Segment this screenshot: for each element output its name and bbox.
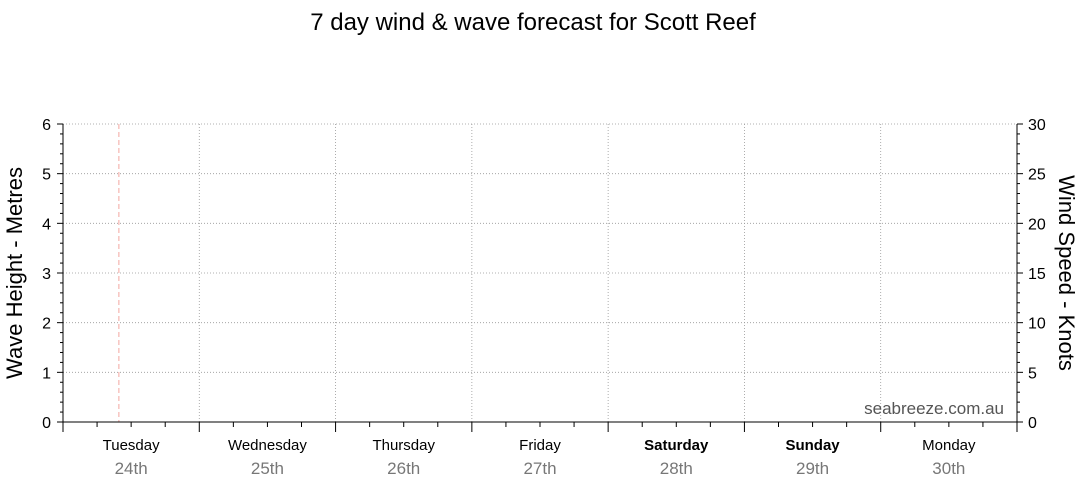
x-day-label: Friday	[519, 437, 561, 454]
x-day-label: Saturday	[644, 437, 709, 454]
x-day-label: Tuesday	[103, 437, 160, 454]
y-right-tick-label: 5	[1028, 365, 1037, 382]
x-date-label: 24th	[115, 459, 148, 478]
y-left-tick-label: 0	[42, 415, 51, 432]
y-left-tick-label: 2	[42, 316, 51, 333]
x-date-label: 29th	[796, 459, 829, 478]
y-right-tick-label: 10	[1028, 316, 1046, 333]
watermark: seabreeze.com.au	[864, 399, 1004, 418]
y-right-tick-label: 30	[1028, 117, 1046, 134]
y-left-tick-label: 4	[42, 216, 51, 233]
x-date-label: 28th	[660, 459, 693, 478]
y-right-tick-label: 15	[1028, 266, 1046, 283]
y-right-tick-label: 0	[1028, 415, 1037, 432]
y-left-tick-label: 3	[42, 266, 51, 283]
y-left-tick-label: 5	[42, 167, 51, 184]
x-date-label: 27th	[523, 459, 556, 478]
x-date-label: 25th	[251, 459, 284, 478]
x-day-label: Sunday	[785, 437, 840, 454]
x-day-label: Thursday	[372, 437, 435, 454]
x-day-label: Wednesday	[228, 437, 307, 454]
x-date-label: 30th	[932, 459, 965, 478]
x-date-label: 26th	[387, 459, 420, 478]
x-day-label: Monday	[922, 437, 976, 454]
y-right-axis-label: Wind Speed - Knots	[1054, 175, 1079, 371]
y-left-tick-label: 1	[42, 365, 51, 382]
y-right-tick-label: 25	[1028, 167, 1046, 184]
y-left-tick-label: 6	[42, 117, 51, 134]
y-right-tick-label: 20	[1028, 216, 1046, 233]
chart-title: 7 day wind & wave forecast for Scott Ree…	[310, 9, 756, 36]
y-left-axis-label: Wave Height - Metres	[2, 167, 27, 379]
